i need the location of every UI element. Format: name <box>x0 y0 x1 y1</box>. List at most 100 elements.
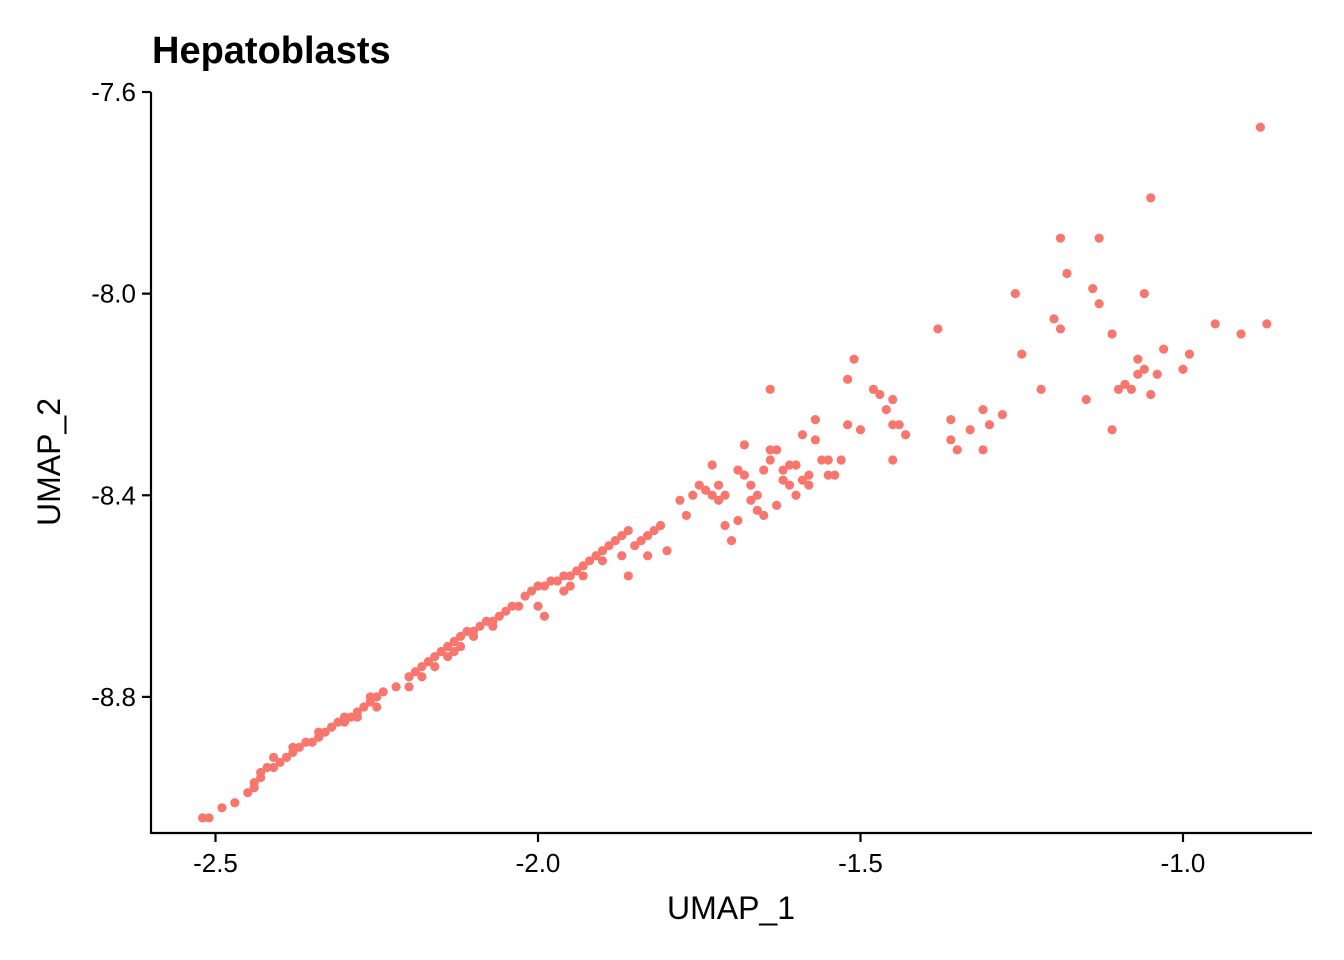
data-point <box>752 490 762 500</box>
data-point <box>946 435 956 445</box>
data-point <box>230 798 240 808</box>
data-point <box>378 687 388 697</box>
data-point <box>746 495 756 505</box>
data-point <box>946 415 956 425</box>
data-point <box>597 556 608 566</box>
data-point <box>765 384 775 395</box>
data-point <box>430 651 440 662</box>
data-point <box>578 561 588 571</box>
data-point <box>978 445 988 455</box>
data-point <box>301 737 311 747</box>
data-point <box>810 415 820 425</box>
data-point <box>726 536 737 546</box>
data-point <box>539 611 550 621</box>
data-point <box>675 495 685 505</box>
x-tick-label: -2.0 <box>516 848 561 878</box>
data-point <box>772 445 782 455</box>
data-point <box>526 586 537 596</box>
data-point <box>1120 379 1130 389</box>
data-point <box>643 551 653 561</box>
data-point <box>468 631 479 642</box>
data-point <box>268 762 279 773</box>
data-point <box>565 581 575 591</box>
data-point <box>320 727 330 737</box>
data-point <box>307 737 317 747</box>
data-point <box>404 682 414 692</box>
chart-title: Hepatoblasts <box>152 30 391 72</box>
data-point <box>978 404 988 415</box>
data-point <box>217 803 227 813</box>
y-axis: -7.6 -8.0 -8.4 -8.8 <box>91 77 153 834</box>
data-point <box>797 430 808 440</box>
data-point <box>417 662 427 672</box>
data-point <box>752 505 762 515</box>
data-point <box>204 813 214 823</box>
data-point <box>436 646 446 657</box>
data-point <box>1133 369 1143 379</box>
data-point <box>778 465 788 475</box>
data-point <box>198 813 208 823</box>
data-point <box>817 455 827 465</box>
data-point <box>933 324 943 334</box>
data-point <box>997 410 1008 420</box>
data-point <box>1262 319 1272 329</box>
data-point <box>391 682 401 692</box>
data-point <box>533 601 543 611</box>
data-point <box>1113 384 1124 395</box>
data-point <box>597 546 608 556</box>
data-point <box>1017 349 1027 359</box>
data-point <box>359 702 369 712</box>
data-point <box>836 455 846 465</box>
data-point <box>888 420 898 430</box>
data-point <box>759 510 769 521</box>
data-point <box>372 702 382 712</box>
data-point <box>327 722 337 732</box>
data-point <box>481 616 491 626</box>
data-point <box>243 788 253 798</box>
data-point <box>791 490 801 500</box>
data-point <box>868 384 879 395</box>
y-tick-label: -8.0 <box>91 279 136 309</box>
data-point <box>585 556 595 566</box>
data-point <box>901 430 911 440</box>
data-point <box>894 420 904 430</box>
data-point <box>449 646 459 657</box>
data-point <box>443 641 453 652</box>
x-axis: -2.5 -2.0 -1.5 -1.0 <box>151 831 1312 878</box>
data-point <box>256 767 266 778</box>
data-point <box>759 465 769 475</box>
data-point <box>681 510 691 521</box>
data-point <box>791 460 801 470</box>
data-point <box>533 581 543 591</box>
data-point <box>591 551 601 561</box>
data-point <box>443 651 453 662</box>
data-point <box>572 566 582 576</box>
data-point <box>559 586 569 596</box>
data-point <box>733 465 743 475</box>
data-point <box>456 641 466 652</box>
data-point <box>617 551 627 561</box>
data-point <box>765 455 775 465</box>
data-point <box>630 541 640 551</box>
data-point <box>823 455 833 465</box>
data-point <box>875 389 885 400</box>
data-point <box>952 445 962 455</box>
data-point <box>797 475 808 485</box>
data-point <box>417 672 427 682</box>
data-point <box>778 475 788 485</box>
data-point <box>772 500 782 510</box>
data-point <box>262 762 272 773</box>
data-point <box>643 530 653 541</box>
data-point <box>1152 369 1162 379</box>
data-point <box>578 571 588 581</box>
data-point <box>843 420 853 430</box>
data-point <box>855 425 866 435</box>
data-point <box>623 525 633 536</box>
data-point <box>720 520 730 531</box>
y-axis-title: UMAP_2 <box>31 398 67 526</box>
data-point <box>333 717 343 727</box>
data-point <box>294 742 304 752</box>
data-point <box>662 546 672 556</box>
data-point <box>475 621 485 631</box>
data-point <box>1094 299 1104 309</box>
